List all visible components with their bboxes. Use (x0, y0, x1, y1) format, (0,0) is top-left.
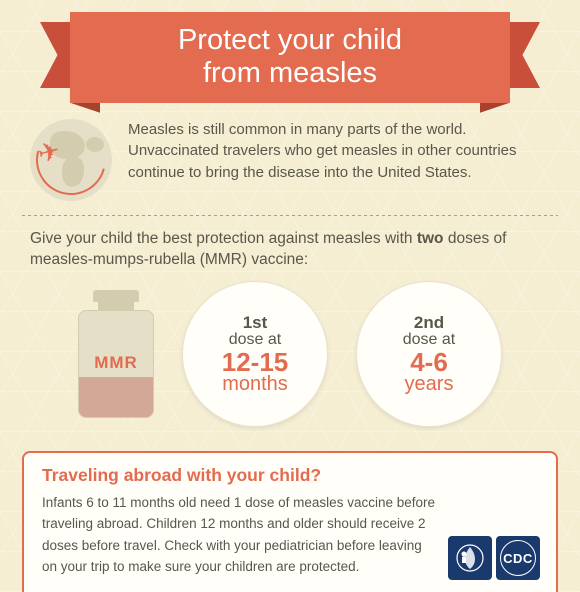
doses-row: MMR 1st dose at 12-15 months 2nd dose at… (0, 281, 580, 443)
banner-line1: Protect your child (178, 24, 402, 56)
dose-1-circle: 1st dose at 12-15 months (182, 281, 328, 427)
travel-advisory-box: Traveling abroad with your child? Infant… (22, 451, 558, 592)
agency-logos: CDC (448, 536, 540, 580)
vial-label: MMR (79, 353, 153, 373)
dose-2-circle: 2nd dose at 4-6 years (356, 281, 502, 427)
banner-text: Protect your child from measles (70, 12, 510, 103)
vaccine-vial-icon: MMR (78, 290, 154, 418)
cdc-logo-icon: CDC (496, 536, 540, 580)
instruction-text: Give your child the best protection agai… (0, 216, 580, 281)
intro-paragraph: Measles is still common in many parts of… (128, 119, 550, 184)
banner-line2: from measles (203, 57, 377, 89)
title-banner: Protect your child from measles (40, 12, 540, 103)
travel-title: Traveling abroad with your child? (42, 465, 538, 486)
hhs-logo-icon (448, 536, 492, 580)
globe-plane-icon: ✈ (30, 119, 112, 201)
intro-section: ✈ Measles is still common in many parts … (0, 103, 580, 215)
